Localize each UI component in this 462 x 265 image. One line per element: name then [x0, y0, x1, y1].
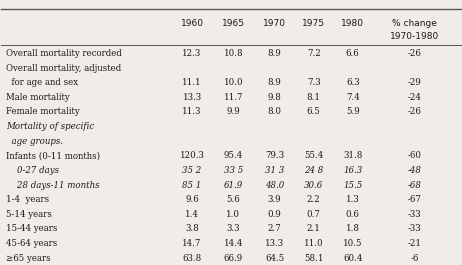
- Text: -48: -48: [408, 166, 422, 175]
- Text: 1960: 1960: [181, 19, 203, 28]
- Text: 11.0: 11.0: [304, 239, 323, 248]
- Text: % change: % change: [392, 19, 437, 28]
- Text: -6: -6: [411, 254, 419, 263]
- Text: 31.8: 31.8: [343, 151, 362, 160]
- Text: 9.8: 9.8: [267, 93, 281, 102]
- Text: 12.3: 12.3: [182, 49, 201, 58]
- Text: 16.3: 16.3: [343, 166, 362, 175]
- Text: 8.9: 8.9: [267, 78, 281, 87]
- Text: 1965: 1965: [222, 19, 245, 28]
- Text: 14.7: 14.7: [182, 239, 201, 248]
- Text: 33 5: 33 5: [224, 166, 243, 175]
- Text: 1.8: 1.8: [346, 224, 360, 233]
- Text: Overall mortality recorded: Overall mortality recorded: [6, 49, 122, 58]
- Text: -67: -67: [408, 195, 422, 204]
- Text: 30.6: 30.6: [304, 180, 323, 189]
- Text: 5.6: 5.6: [226, 195, 240, 204]
- Text: -29: -29: [408, 78, 422, 87]
- Text: 1.0: 1.0: [226, 210, 240, 219]
- Text: 1975: 1975: [302, 19, 325, 28]
- Text: -21: -21: [407, 239, 422, 248]
- Text: 1.4: 1.4: [185, 210, 199, 219]
- Text: Male mortality: Male mortality: [6, 93, 70, 102]
- Text: 11.3: 11.3: [182, 107, 201, 116]
- Text: 1-4  years: 1-4 years: [6, 195, 49, 204]
- Text: 2.1: 2.1: [307, 224, 321, 233]
- Text: 8.0: 8.0: [267, 107, 282, 116]
- Text: for age and sex: for age and sex: [6, 78, 78, 87]
- Text: 10.8: 10.8: [224, 49, 243, 58]
- Text: 5.9: 5.9: [346, 107, 359, 116]
- Text: 0.6: 0.6: [346, 210, 359, 219]
- Text: 14.4: 14.4: [224, 239, 243, 248]
- Text: 1980: 1980: [341, 19, 364, 28]
- Text: -26: -26: [408, 107, 422, 116]
- Text: 9.9: 9.9: [226, 107, 240, 116]
- Text: -68: -68: [408, 180, 422, 189]
- Text: -24: -24: [408, 93, 422, 102]
- Text: 13.3: 13.3: [265, 239, 284, 248]
- Text: 28 days-11 months: 28 days-11 months: [6, 180, 99, 189]
- Text: 0-27 days: 0-27 days: [6, 166, 59, 175]
- Text: -33: -33: [408, 224, 421, 233]
- Text: 2.7: 2.7: [268, 224, 281, 233]
- Text: 3.3: 3.3: [226, 224, 240, 233]
- Text: 7.2: 7.2: [307, 49, 321, 58]
- Text: 10.0: 10.0: [224, 78, 243, 87]
- Text: 3.8: 3.8: [185, 224, 199, 233]
- Text: 8.1: 8.1: [307, 93, 321, 102]
- Text: 8.9: 8.9: [267, 49, 281, 58]
- Text: 11.1: 11.1: [182, 78, 202, 87]
- Text: 79.3: 79.3: [265, 151, 284, 160]
- Text: 7.4: 7.4: [346, 93, 359, 102]
- Text: Female mortality: Female mortality: [6, 107, 80, 116]
- Text: 48.0: 48.0: [265, 180, 284, 189]
- Text: 63.8: 63.8: [182, 254, 201, 263]
- Text: 6.5: 6.5: [307, 107, 321, 116]
- Text: age groups.: age groups.: [6, 137, 63, 146]
- Text: 61.9: 61.9: [224, 180, 243, 189]
- Text: 45-64 years: 45-64 years: [6, 239, 57, 248]
- Text: 5-14 years: 5-14 years: [6, 210, 52, 219]
- Text: Infants (0-11 months): Infants (0-11 months): [6, 151, 100, 160]
- Text: 31 3: 31 3: [265, 166, 284, 175]
- Text: 11.7: 11.7: [224, 93, 243, 102]
- Text: 1970: 1970: [263, 19, 286, 28]
- Text: 60.4: 60.4: [343, 254, 362, 263]
- Text: 85 1: 85 1: [182, 180, 201, 189]
- Text: 6.3: 6.3: [346, 78, 359, 87]
- Text: 0.7: 0.7: [307, 210, 321, 219]
- Text: -26: -26: [408, 49, 422, 58]
- Text: 13.3: 13.3: [182, 93, 201, 102]
- Text: Overall mortality, adjusted: Overall mortality, adjusted: [6, 64, 121, 73]
- Text: 1970-1980: 1970-1980: [390, 32, 439, 41]
- Text: -60: -60: [407, 151, 422, 160]
- Text: 95.4: 95.4: [224, 151, 243, 160]
- Text: 2.2: 2.2: [307, 195, 321, 204]
- Text: 58.1: 58.1: [304, 254, 323, 263]
- Text: 7.3: 7.3: [307, 78, 321, 87]
- Text: -33: -33: [408, 210, 421, 219]
- Text: ≥65 years: ≥65 years: [6, 254, 51, 263]
- Text: 64.5: 64.5: [265, 254, 284, 263]
- Text: 55.4: 55.4: [304, 151, 323, 160]
- Text: 66.9: 66.9: [224, 254, 243, 263]
- Text: 10.5: 10.5: [343, 239, 363, 248]
- Text: 24 8: 24 8: [304, 166, 323, 175]
- Text: 9.6: 9.6: [185, 195, 199, 204]
- Text: 15-44 years: 15-44 years: [6, 224, 57, 233]
- Text: 120.3: 120.3: [180, 151, 204, 160]
- Text: 15.5: 15.5: [343, 180, 362, 189]
- Text: 35 2: 35 2: [182, 166, 201, 175]
- Text: 0.9: 0.9: [267, 210, 281, 219]
- Text: 1.3: 1.3: [346, 195, 359, 204]
- Text: Mortality of specific: Mortality of specific: [6, 122, 94, 131]
- Text: 6.6: 6.6: [346, 49, 359, 58]
- Text: 3.9: 3.9: [268, 195, 281, 204]
